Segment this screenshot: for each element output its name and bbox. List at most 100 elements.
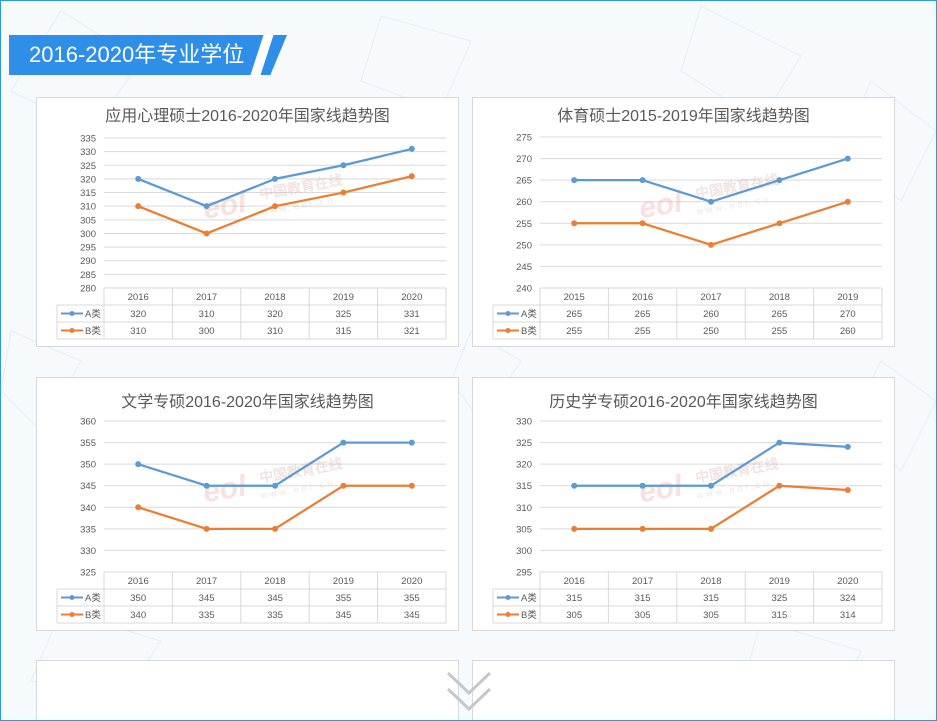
data-point <box>776 482 783 489</box>
data-table-value: 265 <box>566 309 582 320</box>
data-point <box>272 175 278 182</box>
data-point <box>135 175 142 182</box>
legend-label: A类 <box>85 592 101 604</box>
data-point <box>776 439 783 446</box>
data-point <box>571 220 578 227</box>
y-tick-label: 325 <box>80 161 96 172</box>
data-table-value: 310 <box>130 326 146 337</box>
x-category-label: 2015 <box>564 292 585 303</box>
x-category-label: 2018 <box>264 292 285 303</box>
y-tick-label: 330 <box>80 546 96 557</box>
data-table-value: 255 <box>771 326 787 337</box>
data-table-value: 314 <box>840 610 856 621</box>
data-point <box>708 482 714 489</box>
data-point <box>844 198 851 205</box>
chart-panel-literature: 文学专硕2016-2020年国家线趋势图 360 355 350 345 340 335 3… <box>36 377 459 631</box>
data-table-value: 315 <box>771 610 787 621</box>
x-category-label: 2019 <box>837 292 858 303</box>
data-point <box>639 525 646 532</box>
y-tick-label: 255 <box>516 219 532 230</box>
data-point <box>135 461 142 468</box>
x-category-label: 2017 <box>196 576 217 587</box>
data-table-value: 345 <box>199 593 215 604</box>
data-point <box>776 220 783 227</box>
data-table-value: 260 <box>703 309 719 320</box>
data-table-value: 345 <box>404 610 420 621</box>
data-table-value: 315 <box>703 593 719 604</box>
x-category-label: 2018 <box>264 576 285 587</box>
scroll-down-chevron-icon[interactable] <box>444 667 494 715</box>
data-table-value: 315 <box>635 593 651 604</box>
y-tick-label: 315 <box>80 188 96 199</box>
y-tick-label: 300 <box>80 229 96 240</box>
y-tick-label: 325 <box>80 568 96 579</box>
data-point <box>340 482 347 489</box>
legend-key-marker <box>505 328 511 333</box>
x-category-label: 2019 <box>333 576 354 587</box>
y-tick-label: 275 <box>516 133 532 144</box>
data-point <box>203 525 210 532</box>
y-tick-label: 280 <box>80 284 96 295</box>
x-category-label: 2019 <box>769 576 790 587</box>
data-table-value: 350 <box>130 593 146 604</box>
line-chart: 275 270 265 260 255 250 245 240 2015 2016 2017 2018… <box>492 133 883 340</box>
x-category-label: 2020 <box>837 576 858 587</box>
y-tick-label: 300 <box>516 546 532 557</box>
data-point <box>408 482 415 489</box>
data-point <box>135 504 142 511</box>
legend-label: A类 <box>85 308 101 320</box>
data-table-value: 340 <box>130 610 146 621</box>
data-point <box>272 482 278 489</box>
data-table-value: 321 <box>404 326 420 337</box>
data-table-value: 265 <box>771 309 787 320</box>
data-table-value: 315 <box>335 326 351 337</box>
data-point <box>571 482 578 489</box>
data-table-value: 250 <box>703 326 719 337</box>
y-tick-label: 355 <box>80 438 96 449</box>
data-point <box>340 189 347 196</box>
data-table-value: 355 <box>335 593 351 604</box>
y-tick-label: 325 <box>516 438 532 449</box>
y-tick-label: 250 <box>516 240 532 251</box>
y-tick-label: 260 <box>516 197 532 208</box>
y-tick-label: 340 <box>80 503 96 514</box>
data-table-value: 331 <box>404 309 420 320</box>
x-category-label: 2016 <box>128 576 149 587</box>
x-category-label: 2020 <box>401 292 422 303</box>
y-tick-label: 265 <box>516 176 532 187</box>
data-table-value: 265 <box>635 309 651 320</box>
data-point <box>776 177 783 184</box>
data-point <box>708 241 714 248</box>
x-category-label: 2017 <box>700 292 721 303</box>
y-tick-label: 350 <box>80 460 96 471</box>
legend-key-marker <box>505 612 511 617</box>
data-table-value: 325 <box>335 309 351 320</box>
data-point <box>272 525 278 532</box>
legend-label: B类 <box>521 325 537 337</box>
line-chart: 335 330 325 320 315 310 305 300 295 290 285 280 2016… <box>56 134 447 340</box>
data-table-value: 310 <box>267 326 283 337</box>
y-tick-label: 330 <box>80 147 96 158</box>
data-point <box>844 443 851 450</box>
data-table-value: 255 <box>566 326 582 337</box>
legend-label: A类 <box>521 592 537 604</box>
data-table-value: 305 <box>566 610 582 621</box>
data-point <box>408 145 415 152</box>
data-point <box>639 177 646 184</box>
data-point <box>708 198 714 205</box>
data-point <box>203 203 210 210</box>
data-point <box>844 155 851 162</box>
data-table-value: 355 <box>404 593 420 604</box>
data-table-value: 345 <box>335 610 351 621</box>
y-tick-label: 320 <box>516 460 532 471</box>
data-table-value: 324 <box>840 593 856 604</box>
y-tick-label: 295 <box>516 568 532 579</box>
data-table-value: 320 <box>267 309 283 320</box>
data-table-value: 345 <box>267 593 283 604</box>
legend-label: B类 <box>85 609 101 621</box>
x-category-label: 2016 <box>632 292 653 303</box>
data-point <box>135 203 142 210</box>
